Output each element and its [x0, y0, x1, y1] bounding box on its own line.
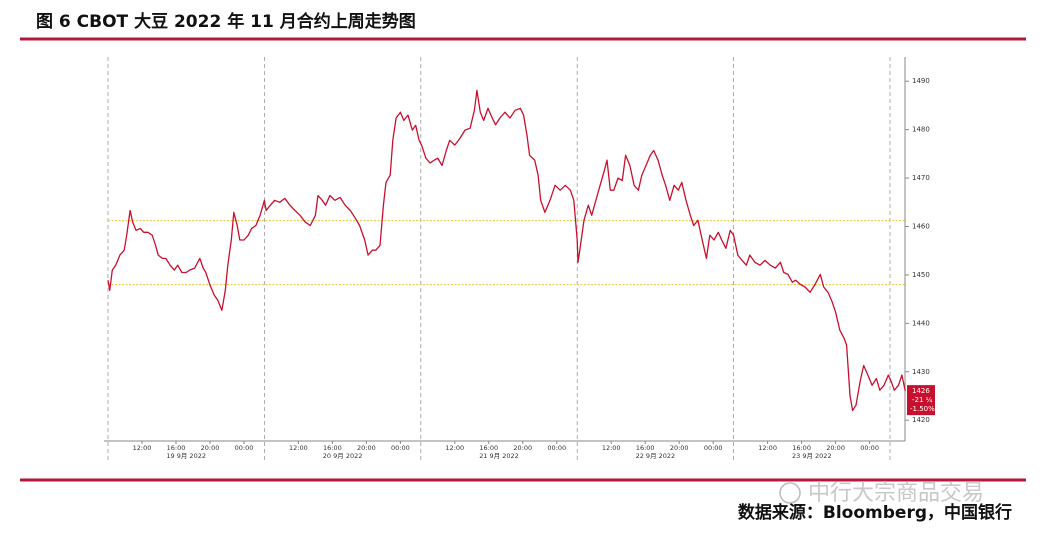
x-tick-label: 20:00: [670, 444, 689, 452]
last-price-change: -21 ¼: [912, 396, 933, 404]
watermark: 中行大宗商品交易: [808, 481, 984, 506]
day-label: 21 9月 2022: [479, 452, 519, 460]
x-tick-label: 16:00: [792, 444, 811, 452]
day-label: 20 9月 2022: [323, 452, 363, 460]
x-tick-label: 16:00: [479, 444, 498, 452]
x-tick-label: 12:00: [758, 444, 777, 452]
x-tick-label: 20:00: [826, 444, 845, 452]
x-tick-label: 12:00: [602, 444, 621, 452]
y-tick-label: 1420: [912, 416, 930, 424]
x-tick-label: 16:00: [323, 444, 342, 452]
chart: 1420 1430 1440 1450 1460 1470 1480 1490 12:00 16:…: [104, 57, 935, 460]
day-label: 22 9月 2022: [636, 452, 676, 460]
x-tick-label: 16:00: [167, 444, 186, 452]
y-tick-label: 1470: [912, 174, 930, 182]
y-tick-label: 1440: [912, 319, 930, 327]
day-label: 19 9月 2022: [166, 452, 206, 460]
x-tick-label: 20:00: [513, 444, 532, 452]
last-price-change-pct: -1.50%: [910, 405, 935, 413]
last-price-box: [907, 385, 935, 416]
watermark-icon: [779, 482, 801, 504]
figure-title: 图 6 CBOT 大豆 2022 年 11 月合约上周走势图: [36, 11, 416, 32]
x-tick-label: 00:00: [547, 444, 566, 452]
x-tick-label: 00:00: [235, 444, 254, 452]
price-line: [107, 89, 906, 412]
x-tick-label: 12:00: [445, 444, 464, 452]
source: 数据来源：Bloomberg，中国银行: [738, 502, 1012, 523]
y-tick-label: 1480: [912, 126, 930, 134]
x-tick-label: 00:00: [860, 444, 879, 452]
last-price-value: 1426: [912, 387, 930, 395]
x-tick-label: 12:00: [133, 444, 152, 452]
x-tick-label: 00:00: [391, 444, 410, 452]
day-label: 23 9月 2022: [792, 452, 832, 460]
x-tick-label: 16:00: [636, 444, 655, 452]
y-tick-label: 1430: [912, 368, 930, 376]
y-tick-label: 1450: [912, 271, 930, 279]
x-tick-label: 12:00: [289, 444, 308, 452]
y-tick-label: 1460: [912, 222, 930, 230]
x-tick-label: 00:00: [704, 444, 723, 452]
x-tick-label: 20:00: [201, 444, 220, 452]
y-tick-label: 1490: [912, 77, 930, 85]
x-tick-label: 20:00: [357, 444, 376, 452]
